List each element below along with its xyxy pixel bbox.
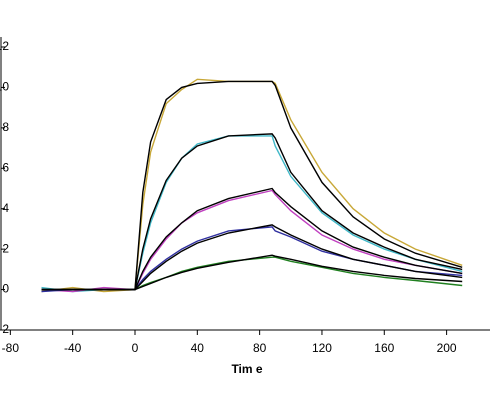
x-tick-label: 80 bbox=[253, 341, 267, 355]
y-tick-label: 4 bbox=[2, 201, 9, 215]
x-tick-label: 200 bbox=[437, 341, 457, 355]
x-tick-label: 40 bbox=[191, 341, 205, 355]
y-tick-label: 0 bbox=[2, 282, 9, 296]
y-tick-label: -2 bbox=[0, 322, 9, 336]
x-tick-label: 160 bbox=[374, 341, 394, 355]
series-line bbox=[41, 224, 463, 291]
series-line bbox=[41, 133, 463, 291]
y-tick-label: 12 bbox=[0, 39, 9, 53]
y-tick-label: 8 bbox=[2, 120, 9, 134]
y-tick-label: 6 bbox=[2, 160, 9, 174]
x-tick-label: 120 bbox=[312, 341, 332, 355]
y-tick-label: 10 bbox=[0, 80, 9, 94]
series-line bbox=[41, 254, 463, 291]
y-tick-label: 2 bbox=[2, 241, 9, 255]
x-axis-label: Tim e bbox=[231, 362, 262, 376]
x-tick-label: -80 bbox=[2, 341, 20, 355]
x-tick-label: -40 bbox=[64, 341, 82, 355]
series-line bbox=[41, 187, 463, 291]
x-tick-label: 0 bbox=[132, 341, 139, 355]
